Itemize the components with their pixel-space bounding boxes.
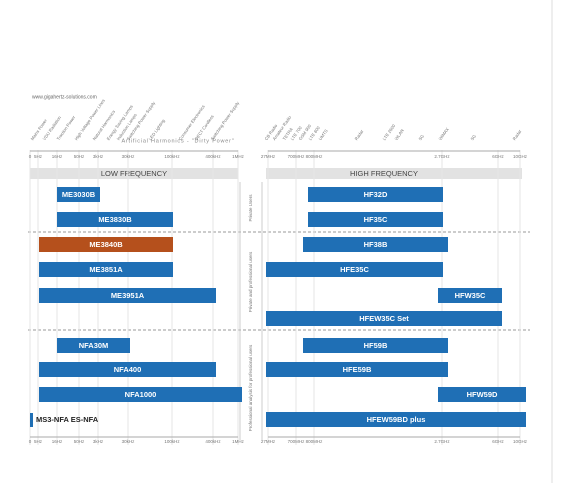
axis-label: 30kHz <box>122 154 136 159</box>
content: 005Hz5Hz16Hz16Hz50Hz50Hz3kHz3kHz30kHz30k… <box>29 98 528 445</box>
product-bar <box>266 412 526 427</box>
application-label: Radar <box>354 128 365 141</box>
application-label: WLAN <box>394 128 405 141</box>
product-label: HF35C <box>364 215 388 224</box>
axis-label: 1MHz <box>232 439 245 444</box>
product-label: HF32D <box>364 190 388 199</box>
product-label: HF59B <box>364 341 388 350</box>
product-bar <box>266 311 502 326</box>
product-label: HFW35C <box>455 291 486 300</box>
product-bar <box>30 413 33 427</box>
group-label: Professional analysis for professional u… <box>248 344 253 431</box>
axis-label: 700MHz <box>288 154 306 159</box>
product-bar <box>303 338 448 353</box>
axis-label: 800MHz <box>306 154 324 159</box>
axis-label: 16Hz <box>52 154 63 159</box>
product-label: ME3951A <box>111 291 145 300</box>
axis-label: 50Hz <box>74 439 85 444</box>
axis-label: 100kHz <box>164 154 180 159</box>
product-label: HFEW35C Set <box>359 314 409 323</box>
axis-label: 6GHz <box>492 439 504 444</box>
product-bar <box>39 237 173 252</box>
axis-label: 800MHz <box>306 439 324 444</box>
caption: Artificial Harmonics - "Dirty Power" <box>121 138 234 144</box>
product-bar <box>266 262 443 277</box>
application-label: 5G <box>418 133 426 141</box>
section-band <box>266 168 522 179</box>
product-label: NFA30M <box>79 341 109 350</box>
axis-label: 0 <box>29 439 32 444</box>
axis-label: 3kHz <box>93 154 104 159</box>
axis-label: 27MHz <box>261 439 276 444</box>
axis-label: 0 <box>29 154 32 159</box>
product-bar <box>57 338 130 353</box>
axis-label: 6GHz <box>492 154 504 159</box>
product-label: ME3830B <box>98 215 132 224</box>
product-label: HFW59D <box>467 390 498 399</box>
axis-label: 30kHz <box>122 439 136 444</box>
axis-label: 27MHz <box>261 154 276 159</box>
product-label: MS3-NFA ES-NFA <box>36 415 99 424</box>
product-bar <box>438 288 502 303</box>
axis-label: 700MHz <box>288 439 306 444</box>
axis-label: 1MHz <box>232 154 245 159</box>
product-bar <box>39 288 216 303</box>
product-bar <box>308 187 443 202</box>
axis-label: 10GHz <box>513 154 528 159</box>
product-bar <box>303 237 448 252</box>
axis-label: 2.7GHz <box>434 154 450 159</box>
application-label: 5G <box>470 133 478 141</box>
axis-label: 16Hz <box>52 439 63 444</box>
application-label: Radar <box>512 128 523 141</box>
product-bar <box>57 212 173 227</box>
application-label: UMTS <box>318 128 329 141</box>
product-label: NFA1000 <box>125 390 157 399</box>
product-label: HFEW59BD plus <box>367 415 426 424</box>
axis-label: 10GHz <box>513 439 528 444</box>
product-bar <box>266 362 448 377</box>
url: www.gigahertz-solutions.com <box>32 94 97 100</box>
product-label: HFE59B <box>343 365 372 374</box>
section-title: LOW FREQUENCY <box>101 169 167 178</box>
product-label: ME3840B <box>89 240 123 249</box>
product-bar <box>39 262 173 277</box>
product-label: HF38B <box>364 240 388 249</box>
axis-label: 400kHz <box>205 439 221 444</box>
product-label: ME3030B <box>62 190 96 199</box>
product-bar <box>57 187 100 202</box>
product-label: ME3851A <box>89 265 123 274</box>
group-label: Private Users <box>248 194 253 222</box>
product-bar <box>308 212 443 227</box>
section-band <box>30 168 238 179</box>
axis-label: 3kHz <box>93 439 104 444</box>
axis-label: 400kHz <box>205 154 221 159</box>
product-bar <box>39 387 242 402</box>
axis-label: 5Hz <box>34 154 43 159</box>
group-label: Private and professional users <box>248 251 253 312</box>
axis-label: 50Hz <box>74 154 85 159</box>
section-title: HIGH FREQUENCY <box>350 169 418 178</box>
product-label: NFA400 <box>114 365 142 374</box>
product-bar <box>39 362 216 377</box>
product-bar <box>438 387 526 402</box>
axis-label: 5Hz <box>34 439 43 444</box>
axis-label: 100kHz <box>164 439 180 444</box>
axis-label: 2.7GHz <box>434 439 450 444</box>
product-label: HFE35C <box>340 265 369 274</box>
